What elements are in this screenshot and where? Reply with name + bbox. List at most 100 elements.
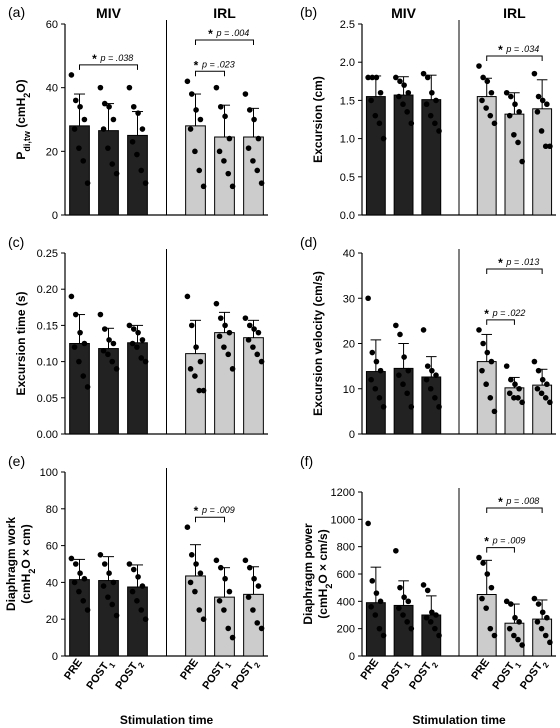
data-point bbox=[544, 101, 550, 108]
data-point bbox=[423, 101, 430, 108]
data-point bbox=[200, 387, 207, 394]
data-point bbox=[113, 612, 120, 619]
data-point bbox=[515, 139, 521, 146]
y-tick-label: 20 bbox=[46, 614, 58, 626]
data-point bbox=[380, 632, 387, 639]
data-point bbox=[511, 395, 517, 401]
data-point bbox=[432, 120, 438, 127]
data-point bbox=[251, 575, 257, 582]
data-point bbox=[396, 605, 402, 611]
data-point bbox=[487, 395, 494, 401]
y-tick-label: 0.20 bbox=[37, 284, 58, 296]
data-point bbox=[397, 584, 403, 591]
data-point bbox=[424, 587, 431, 594]
data-point bbox=[81, 116, 88, 123]
data-point bbox=[484, 571, 491, 577]
data-point bbox=[511, 131, 517, 138]
data-point bbox=[134, 598, 140, 604]
data-point bbox=[113, 366, 120, 372]
y-axis-label-unit: (cmH2O × cm/s) bbox=[316, 529, 334, 618]
x-tick-label: PRE bbox=[62, 657, 85, 682]
data-point bbox=[225, 351, 232, 358]
data-point bbox=[229, 366, 236, 372]
data-point bbox=[547, 143, 553, 150]
data-point bbox=[129, 588, 136, 595]
data-point bbox=[250, 158, 256, 164]
data-point bbox=[376, 625, 383, 632]
group-label-irl: IRL bbox=[213, 5, 236, 21]
y-axis-label: Excursion (cm) bbox=[311, 76, 325, 163]
data-point bbox=[229, 634, 236, 641]
bar-miv-post1 bbox=[98, 580, 119, 657]
data-point bbox=[542, 143, 549, 150]
data-point bbox=[129, 138, 136, 145]
data-point bbox=[516, 385, 522, 392]
x-tick-label: POST1 bbox=[84, 656, 117, 694]
p-value-label: p = .022 bbox=[492, 308, 526, 318]
y-tick-label: 0 bbox=[349, 651, 355, 663]
data-point bbox=[476, 63, 482, 69]
x-tick-label: POST2 bbox=[407, 656, 440, 694]
data-point bbox=[139, 337, 146, 343]
data-point bbox=[130, 103, 137, 110]
data-point bbox=[480, 74, 486, 81]
bar-irl-post2 bbox=[532, 108, 553, 216]
data-point bbox=[368, 376, 374, 383]
significance-star: * bbox=[92, 52, 97, 66]
data-point bbox=[423, 614, 430, 621]
y-tick-label: 0 bbox=[349, 429, 355, 441]
p-value-label: p = .008 bbox=[505, 496, 539, 506]
y-tick-label: 0.05 bbox=[37, 393, 58, 405]
bar-miv-post2 bbox=[127, 134, 148, 216]
data-point bbox=[129, 340, 136, 347]
data-point bbox=[397, 331, 403, 338]
data-point bbox=[225, 625, 232, 632]
data-point bbox=[187, 579, 194, 586]
data-point bbox=[110, 116, 117, 123]
data-point bbox=[68, 293, 75, 300]
y-tick-label: 1.5 bbox=[340, 95, 355, 107]
data-point bbox=[71, 126, 78, 132]
y-tick-label: 60 bbox=[46, 541, 58, 553]
data-point bbox=[251, 326, 257, 332]
data-point bbox=[77, 103, 83, 110]
bar-irl-pre bbox=[476, 96, 497, 216]
y-tick-label: 2.5 bbox=[340, 19, 355, 31]
bar-miv-post2 bbox=[127, 342, 148, 435]
data-point bbox=[76, 358, 82, 365]
data-point bbox=[429, 609, 435, 616]
bar-miv-pre bbox=[365, 602, 386, 657]
data-point bbox=[134, 344, 140, 350]
data-point bbox=[512, 381, 518, 388]
data-point bbox=[196, 387, 203, 394]
data-point bbox=[105, 351, 111, 358]
bar-irl-post2 bbox=[243, 337, 264, 435]
data-point bbox=[487, 625, 494, 632]
data-point bbox=[101, 100, 108, 107]
data-point bbox=[106, 570, 112, 576]
x-tick-label: POST2 bbox=[229, 656, 262, 694]
data-point bbox=[71, 344, 78, 350]
data-point bbox=[479, 97, 485, 104]
x-tick-label: PRE bbox=[469, 657, 492, 682]
data-point bbox=[373, 74, 380, 81]
data-point bbox=[487, 112, 494, 119]
data-point bbox=[427, 619, 434, 625]
y-tick-label: 0.15 bbox=[37, 320, 58, 332]
panel-label: (a) bbox=[8, 4, 25, 20]
data-point bbox=[519, 399, 525, 406]
data-point bbox=[187, 126, 194, 132]
y-tick-label: 40 bbox=[46, 83, 58, 95]
data-point bbox=[372, 612, 379, 618]
significance-bracket bbox=[486, 547, 515, 553]
data-point bbox=[246, 322, 253, 329]
data-point bbox=[373, 358, 380, 365]
bar-irl-post1 bbox=[214, 596, 235, 657]
data-point bbox=[376, 120, 383, 127]
bar-irl-post2 bbox=[243, 593, 264, 657]
data-point bbox=[539, 97, 546, 104]
data-point bbox=[258, 180, 265, 186]
data-point bbox=[217, 564, 224, 571]
p-value-label: p = .038 bbox=[100, 53, 134, 63]
y-tick-label: 1200 bbox=[331, 487, 355, 499]
